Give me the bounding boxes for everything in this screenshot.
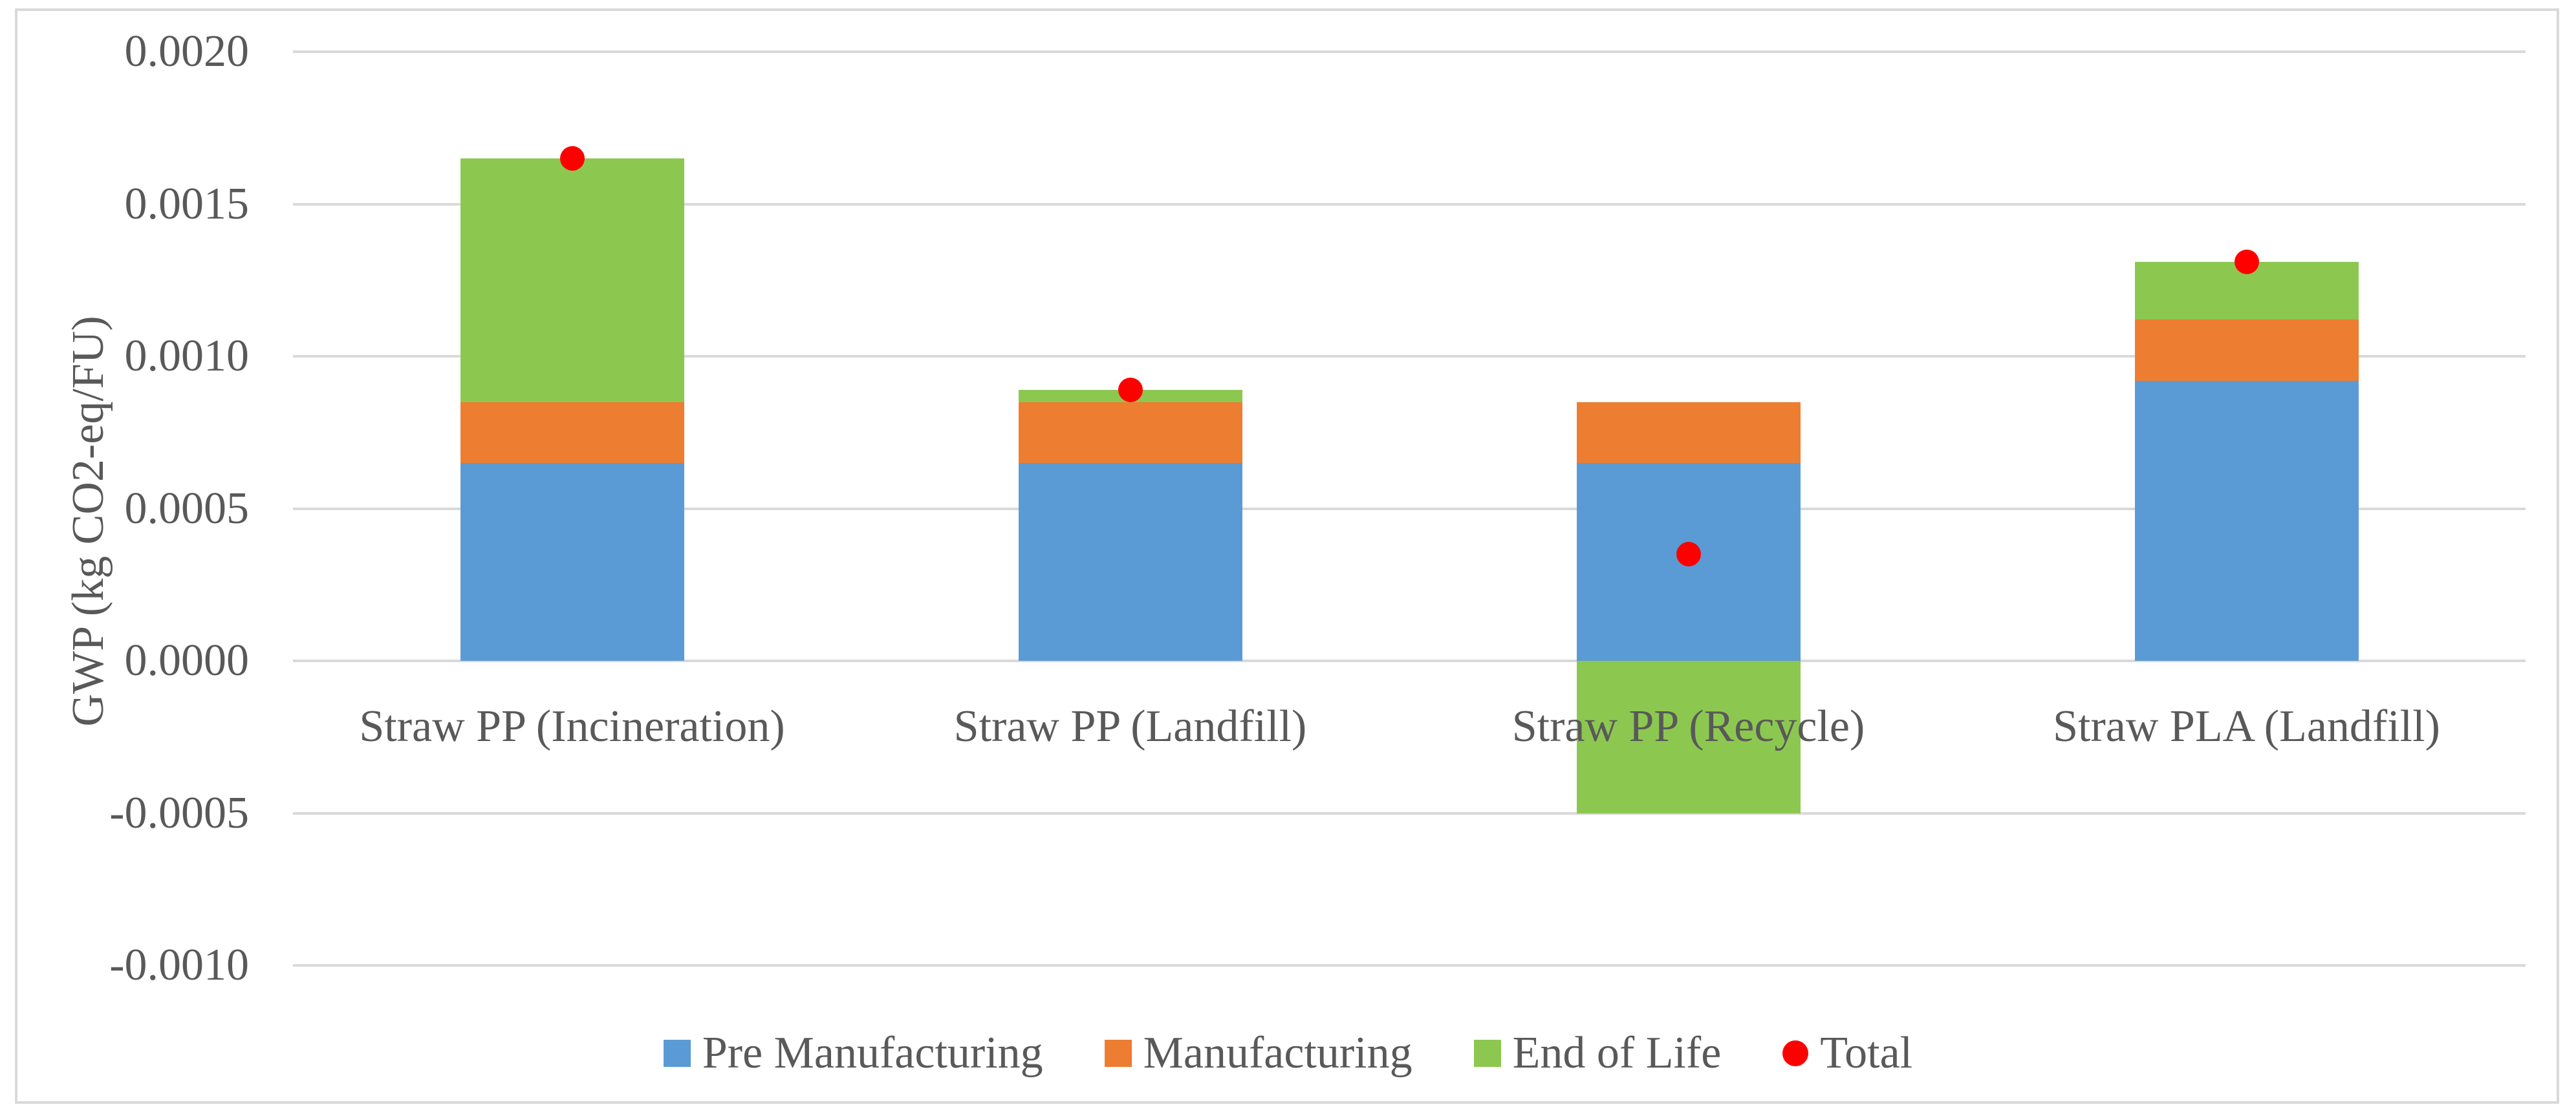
legend-label-manufacturing: Manufacturing xyxy=(1143,1028,1412,1078)
x-axis-category-label: Straw PLA (Landfill) xyxy=(2053,702,2440,751)
total-point xyxy=(559,145,585,171)
legend-swatch-manufacturing-icon xyxy=(1104,1040,1132,1067)
gridline xyxy=(293,964,2526,967)
y-axis-tick-label: 0.0015 xyxy=(124,178,250,229)
legend-swatch-pre-manufacturing-icon xyxy=(663,1040,691,1067)
total-point xyxy=(1676,542,1701,567)
legend-item-pre-manufacturing: Pre Manufacturing xyxy=(663,1026,1043,1080)
gridline xyxy=(293,202,2526,206)
legend-item-end-of-life: End of Life xyxy=(1473,1026,1722,1080)
legend: Pre Manufacturing Manufacturing End of L… xyxy=(0,1026,2576,1080)
legend-label-pre-manufacturing: Pre Manufacturing xyxy=(702,1028,1043,1078)
legend-item-manufacturing: Manufacturing xyxy=(1104,1026,1412,1080)
total-point xyxy=(1118,377,1143,402)
y-axis-tick-label: -0.0005 xyxy=(109,788,249,838)
bar-segment-pre-manufacturing xyxy=(460,462,684,661)
y-axis-tick-label: 0.0020 xyxy=(124,27,250,76)
bar-segment-pre-manufacturing xyxy=(2134,380,2359,661)
legend-label-total: Total xyxy=(1820,1028,1913,1078)
legend-marker-total-icon xyxy=(1782,1040,1809,1066)
y-axis-tick-label: 0.0000 xyxy=(124,636,250,685)
legend-item-total: Total xyxy=(1782,1026,1912,1080)
gridline xyxy=(293,507,2526,510)
y-axis-tick-label: 0.0005 xyxy=(124,483,250,533)
legend-swatch-end-of-life-icon xyxy=(1473,1040,1501,1067)
bar-segment-manufacturing xyxy=(1576,402,1801,463)
y-axis-title: GWP (kg CO2-eq/FU) xyxy=(63,316,113,727)
total-point xyxy=(2234,249,2259,274)
bar-segment-manufacturing xyxy=(1018,402,1242,463)
gridline xyxy=(293,660,2526,662)
bar-segment-manufacturing xyxy=(2134,319,2359,381)
gridline xyxy=(293,812,2526,815)
y-axis-tick-label: 0.0010 xyxy=(124,331,250,381)
bar-segment-end-of-life xyxy=(1576,661,1801,813)
x-axis-category-label: Straw PP (Recycle) xyxy=(1511,702,1865,751)
bar-segment-end-of-life xyxy=(460,158,684,402)
bar-segment-pre-manufacturing xyxy=(1018,462,1242,661)
gridline xyxy=(293,355,2526,358)
x-axis-category-label: Straw PP (Landfill) xyxy=(953,702,1307,751)
gridline xyxy=(293,50,2526,53)
legend-label-end-of-life: End of Life xyxy=(1512,1028,1722,1078)
bar-segment-manufacturing xyxy=(460,402,684,463)
y-axis-tick-label: -0.0010 xyxy=(109,940,249,990)
x-axis-category-label: Straw PP (Incineration) xyxy=(359,702,785,751)
